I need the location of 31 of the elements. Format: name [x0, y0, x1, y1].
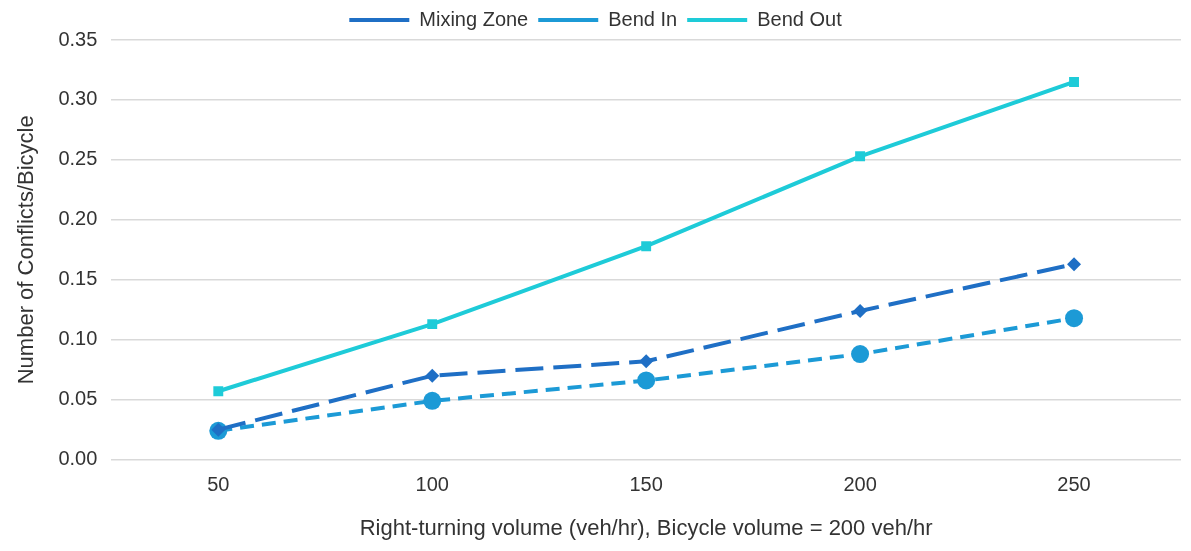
- point: [639, 354, 654, 369]
- point: [425, 368, 440, 383]
- point: [851, 345, 870, 364]
- x-axis-title: Right-turning volume (veh/hr), Bicycle volume = 200 veh/hr: [359, 514, 933, 540]
- y-tick-label: 0.15: [58, 267, 98, 290]
- point: [1067, 257, 1082, 272]
- point: [1065, 309, 1084, 328]
- x-tick-label: 100: [415, 473, 449, 496]
- legend-label: Bend In: [608, 7, 678, 30]
- point: [213, 386, 224, 397]
- point: [637, 371, 656, 390]
- point: [427, 319, 438, 330]
- point: [641, 241, 652, 252]
- y-tick-label: 0.25: [58, 147, 98, 170]
- y-axis-title: Number of Conflicts/Bicycle: [13, 115, 39, 385]
- x-tick-label: 150: [629, 473, 663, 496]
- y-tick-label: 0.35: [58, 27, 98, 50]
- legend-label: Mixing Zone: [419, 7, 529, 30]
- y-tick-label: 0.00: [58, 447, 98, 470]
- x-tick-label: 50: [207, 473, 230, 496]
- y-tick-label: 0.05: [58, 387, 98, 410]
- point: [423, 391, 442, 410]
- y-tick-label: 0.10: [58, 327, 98, 350]
- point: [853, 303, 868, 318]
- y-tick-label: 0.20: [58, 207, 98, 230]
- legend-label: Bend Out: [757, 7, 843, 30]
- x-tick-label: 250: [1057, 473, 1091, 496]
- y-tick-label: 0.30: [58, 87, 98, 110]
- point: [1069, 77, 1079, 87]
- point: [855, 151, 866, 162]
- x-tick-label: 200: [843, 473, 877, 496]
